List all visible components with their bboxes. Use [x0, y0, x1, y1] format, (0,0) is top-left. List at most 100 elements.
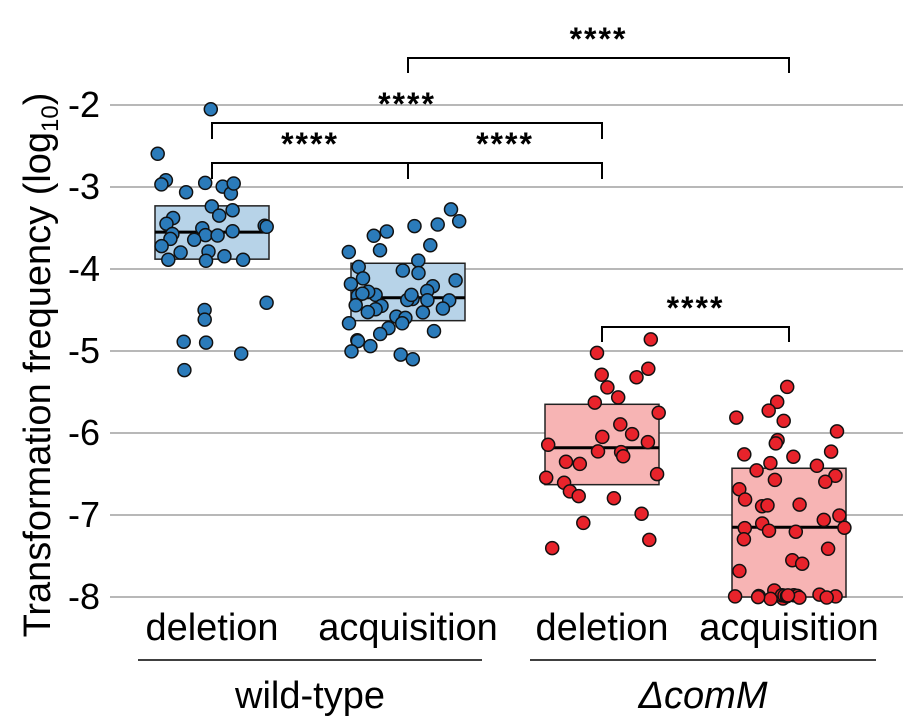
- data-point: [259, 295, 274, 310]
- data-point: [198, 253, 214, 269]
- data-point: [823, 444, 839, 459]
- data-point: [233, 346, 249, 361]
- data-point: [792, 497, 807, 512]
- data-point: [600, 380, 615, 395]
- y-axis-label: Transformation frequency (log10): [17, 93, 64, 638]
- data-point: [197, 312, 212, 327]
- data-point: [197, 175, 213, 191]
- significance-bracket: [407, 162, 603, 179]
- data-point: [341, 244, 357, 260]
- x-tick-label: deletion: [145, 607, 278, 649]
- data-point: [393, 347, 408, 362]
- data-point: [732, 563, 747, 579]
- y-axis-ticks: -8 -7 -6 -5 -4 -3 -2: [68, 84, 100, 617]
- data-point: [769, 394, 785, 410]
- data-point: [761, 523, 777, 538]
- significance-bracket: [407, 57, 790, 73]
- data-point: [829, 424, 845, 439]
- data-point: [737, 447, 752, 462]
- data-point: [407, 218, 422, 234]
- data-point: [426, 323, 442, 339]
- data-point: [761, 403, 776, 418]
- data-point: [587, 395, 603, 410]
- data-point: [729, 410, 744, 425]
- data-point: [379, 224, 395, 239]
- y-tick-label: -7: [68, 494, 100, 535]
- data-point: [415, 305, 431, 320]
- data-points: [150, 102, 852, 607]
- x-tick-label: acquisition: [318, 607, 498, 649]
- data-point: [832, 508, 847, 523]
- x-tick-label: acquisition: [699, 607, 879, 649]
- data-point: [217, 249, 232, 264]
- data-point: [161, 252, 176, 267]
- data-point: [763, 591, 778, 607]
- data-point: [820, 541, 836, 557]
- data-point: [448, 273, 463, 288]
- data-point: [154, 177, 169, 192]
- significance-bracket: [211, 122, 603, 139]
- data-point: [225, 202, 240, 218]
- data-point: [198, 335, 214, 350]
- data-point: [235, 252, 251, 268]
- significance-bracket: [211, 162, 409, 179]
- data-point: [589, 345, 605, 361]
- data-point: [819, 590, 834, 605]
- box: [544, 403, 660, 486]
- data-point: [760, 498, 775, 513]
- data-point: [360, 304, 376, 320]
- data-point: [606, 490, 622, 506]
- data-point: [177, 362, 192, 378]
- data-point: [640, 434, 656, 450]
- data-point: [176, 334, 191, 349]
- data-point: [610, 390, 626, 405]
- data-point: [780, 588, 796, 603]
- data-point: [350, 333, 366, 349]
- data-point: [423, 238, 438, 253]
- data-point: [594, 367, 609, 383]
- y-axis-label-main: Transformation frequency (log: [17, 132, 59, 638]
- data-point: [794, 556, 810, 571]
- data-point: [572, 456, 588, 472]
- data-point: [786, 449, 801, 464]
- data-point: [372, 243, 388, 258]
- data-point: [615, 449, 631, 464]
- data-point: [624, 426, 640, 442]
- data-point: [363, 338, 378, 354]
- data-point: [355, 286, 370, 301]
- data-point: [576, 515, 591, 531]
- data-point: [150, 146, 165, 162]
- data-point: [643, 332, 659, 347]
- x-tick-label: deletion: [535, 607, 668, 649]
- data-point: [538, 470, 554, 485]
- data-point: [203, 102, 219, 117]
- data-point: [451, 213, 467, 229]
- data-point: [727, 589, 743, 604]
- y-axis-label-sub: 10: [37, 105, 64, 132]
- data-point: [768, 436, 784, 451]
- data-point: [355, 271, 371, 286]
- data-point: [154, 238, 169, 254]
- data-point: [226, 176, 241, 191]
- data-point: [595, 429, 610, 445]
- data-point: [178, 184, 194, 200]
- data-point: [634, 506, 649, 521]
- data-point: [737, 492, 753, 507]
- data-point: [629, 370, 644, 385]
- data-point: [173, 245, 188, 260]
- data-point: [613, 417, 628, 432]
- data-point: [435, 301, 451, 316]
- data-point: [788, 524, 804, 539]
- significance-label: ****: [570, 21, 628, 57]
- data-point: [343, 276, 359, 292]
- data-point: [430, 217, 445, 232]
- data-point: [590, 444, 606, 459]
- data-point: [750, 589, 766, 605]
- data-point: [749, 463, 764, 478]
- y-tick-label: -6: [68, 412, 100, 453]
- data-point: [405, 351, 421, 367]
- y-tick-label: -2: [68, 84, 100, 125]
- x-axis-ticks: deletion acquisition deletion acquisition: [145, 607, 878, 649]
- data-point: [837, 520, 852, 535]
- data-point: [816, 512, 832, 528]
